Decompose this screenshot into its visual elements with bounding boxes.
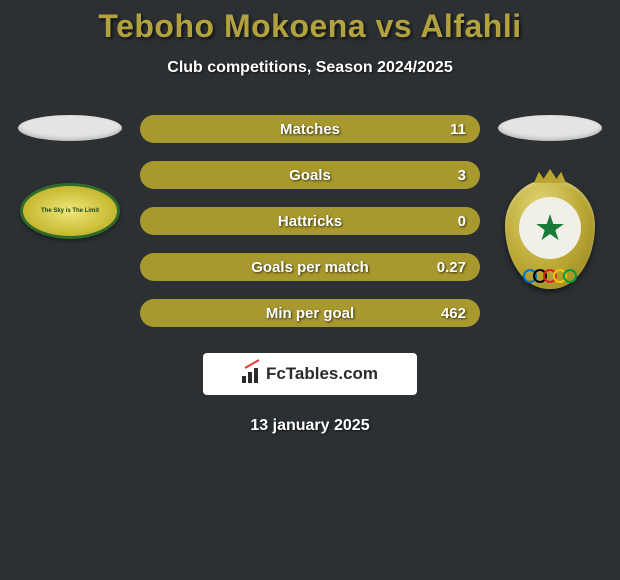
olympic-rings-icon: [523, 269, 577, 283]
stat-value: 11: [450, 121, 466, 138]
left-side: The Sky is The Limit: [10, 115, 130, 239]
stats-list: Matches 11 Goals 3 Hattricks 0 Goals per…: [130, 115, 490, 327]
subtitle: Club competitions, Season 2024/2025: [0, 59, 620, 77]
ring-icon: [563, 269, 577, 283]
stat-bar-matches: Matches 11: [140, 115, 480, 143]
main-row: The Sky is The Limit Matches 11 Goals 3 …: [0, 115, 620, 327]
attribution-text: FcTables.com: [266, 364, 378, 384]
player-placeholder-right: [498, 115, 602, 141]
stat-bar-goals-per-match: Goals per match 0.27: [140, 253, 480, 281]
stat-label: Goals per match: [251, 259, 369, 276]
stat-label: Goals: [289, 167, 331, 184]
shield-inner: ★: [519, 197, 581, 259]
date-label: 13 january 2025: [0, 417, 620, 435]
infographic-container: Teboho Mokoena vs Alfahli Club competiti…: [0, 0, 620, 435]
stat-label: Min per goal: [266, 305, 354, 322]
team-badge-left: The Sky is The Limit: [20, 183, 120, 239]
stat-value: 0.27: [437, 259, 466, 276]
shield-icon: ★: [505, 179, 595, 289]
player-placeholder-left: [18, 115, 122, 141]
team-badge-left-tagline: The Sky is The Limit: [41, 208, 99, 214]
stat-bar-goals: Goals 3: [140, 161, 480, 189]
chart-arrow-icon: [242, 365, 262, 383]
page-title: Teboho Mokoena vs Alfahli: [0, 8, 620, 45]
team-badge-right: ★: [500, 169, 600, 299]
stat-value: 462: [441, 305, 466, 322]
stat-bar-min-per-goal: Min per goal 462: [140, 299, 480, 327]
right-side: ★: [490, 115, 610, 299]
stat-label: Matches: [280, 121, 340, 138]
star-icon: ★: [534, 210, 566, 246]
stat-label: Hattricks: [278, 213, 342, 230]
attribution-badge[interactable]: FcTables.com: [203, 353, 417, 395]
crown-icon: [534, 169, 566, 183]
stat-bar-hattricks: Hattricks 0: [140, 207, 480, 235]
stat-value: 3: [458, 167, 466, 184]
stat-value: 0: [458, 213, 466, 230]
